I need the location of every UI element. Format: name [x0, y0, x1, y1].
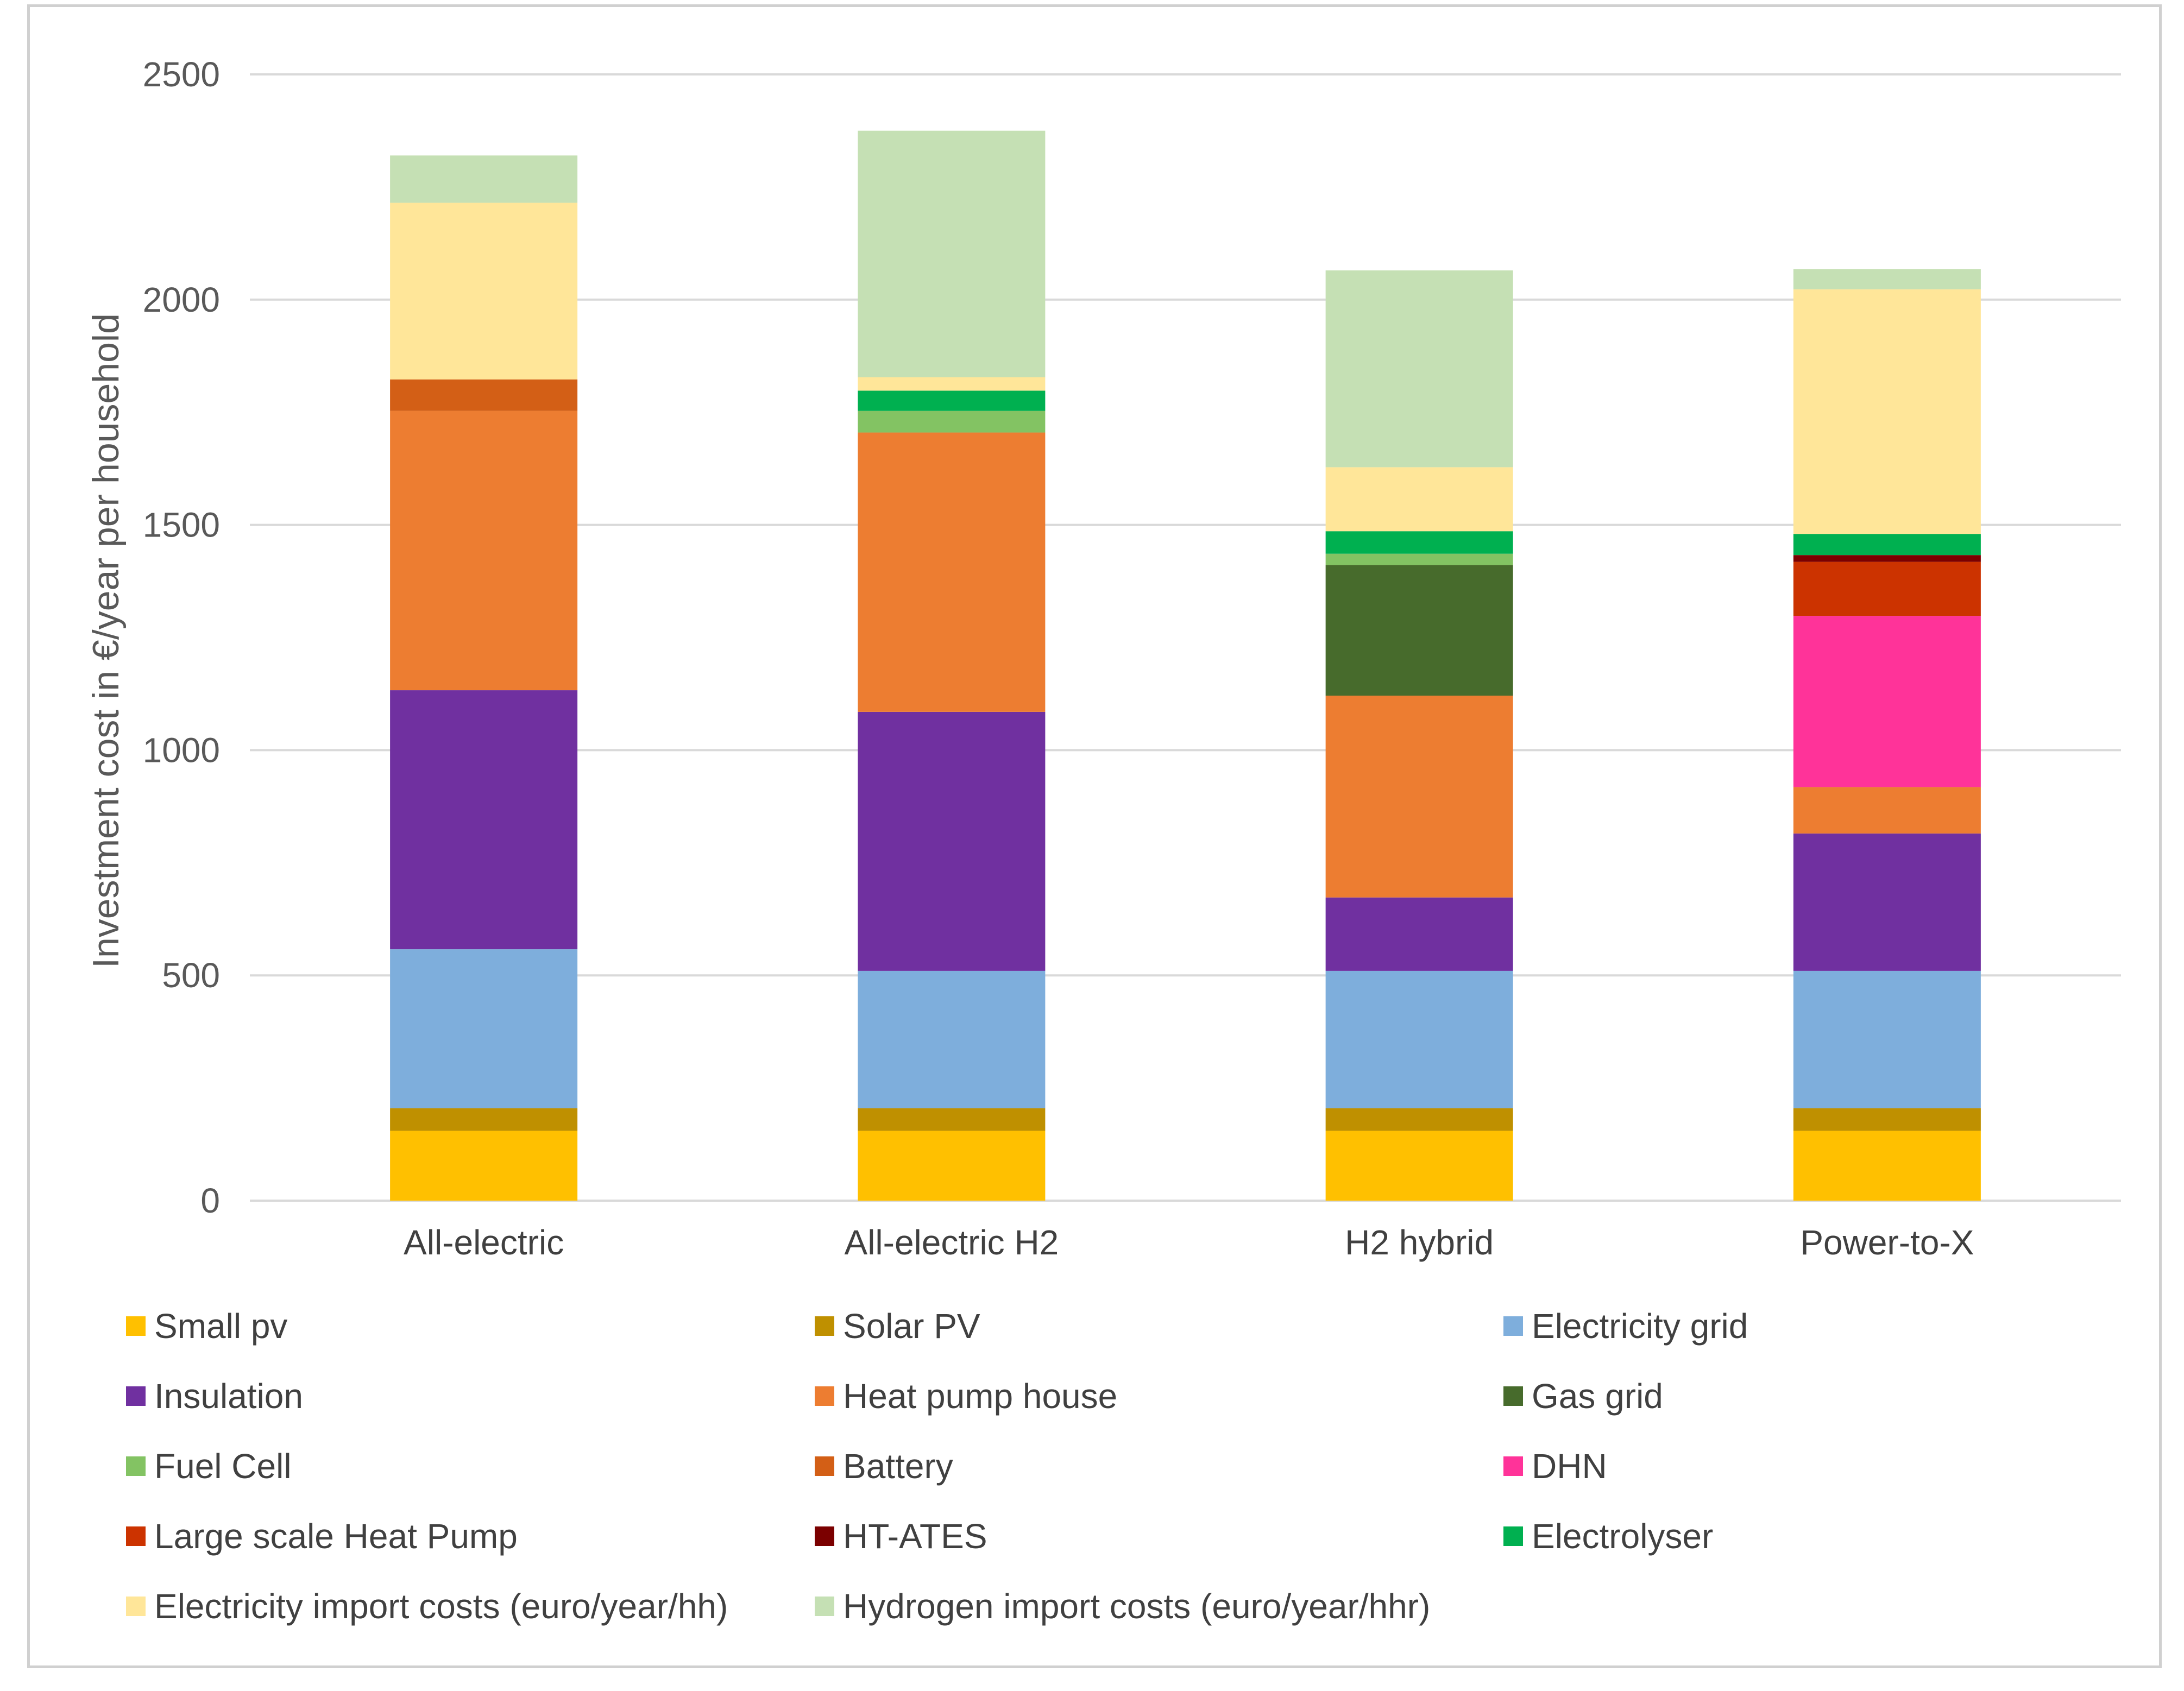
bar-segment — [1793, 289, 1981, 534]
bar-segment — [858, 1108, 1046, 1131]
bar-segment — [1793, 787, 1981, 834]
chart-frame — [27, 4, 2162, 1668]
bar-segment — [1793, 616, 1981, 787]
y-tick-label: 2500 — [143, 55, 220, 94]
x-category-labels: All-electric All-electric H2 H2 hybrid Powe… — [404, 1223, 1974, 1262]
bar-segment — [390, 155, 578, 203]
y-tick-label: 1500 — [143, 506, 220, 545]
bar-segment — [1325, 696, 1513, 898]
y-tick-label: 1000 — [143, 730, 220, 769]
y-tick-label: 500 — [162, 956, 220, 995]
bar-segment — [1793, 561, 1981, 616]
bar-segment — [858, 377, 1046, 391]
bar-segment — [1325, 970, 1513, 1108]
x-category-label: Power-to-X — [1800, 1223, 1974, 1262]
x-category-label: H2 hybrid — [1345, 1223, 1494, 1262]
bar-segment — [1793, 534, 1981, 556]
y-axis-title: Investment cost in €/year per household — [85, 313, 127, 968]
x-category-label: All-electric — [404, 1223, 564, 1262]
bar-segment — [1325, 565, 1513, 696]
bar-segment — [1325, 553, 1513, 565]
bar-segment — [858, 1131, 1046, 1201]
bar-segment — [1793, 1131, 1981, 1201]
bar-segment — [1325, 897, 1513, 971]
bar-segment — [858, 432, 1046, 712]
bar-segment — [1793, 555, 1981, 562]
bar-segment — [1325, 1131, 1513, 1201]
bar-segment — [1325, 531, 1513, 554]
bar-segment — [1793, 970, 1981, 1108]
bar-segment — [1325, 270, 1513, 468]
bar-segment — [1793, 269, 1981, 289]
y-tick-label: 0 — [200, 1181, 220, 1220]
bar-segment — [1793, 1108, 1981, 1131]
bar-segment — [390, 203, 578, 380]
bar-segment — [1325, 1108, 1513, 1131]
y-tick-label: 2000 — [143, 280, 220, 319]
bar-segment — [858, 970, 1046, 1108]
bar-segment — [858, 711, 1046, 971]
y-tick-labels: 0 500 1000 1500 2000 2500 — [143, 55, 220, 1220]
bar-segment — [390, 379, 578, 411]
bar-segment — [858, 411, 1046, 433]
bar-segment — [1793, 833, 1981, 971]
bar-segment — [390, 1108, 578, 1131]
bar-segment — [390, 1131, 578, 1201]
bars — [390, 130, 1981, 1201]
bar-segment — [390, 949, 578, 1108]
bar-segment — [858, 390, 1046, 411]
bar-segment — [390, 411, 578, 691]
bar-segment — [858, 130, 1046, 377]
x-category-label: All-electric H2 — [845, 1223, 1059, 1262]
bar-segment — [1325, 467, 1513, 532]
bar-segment — [390, 690, 578, 950]
